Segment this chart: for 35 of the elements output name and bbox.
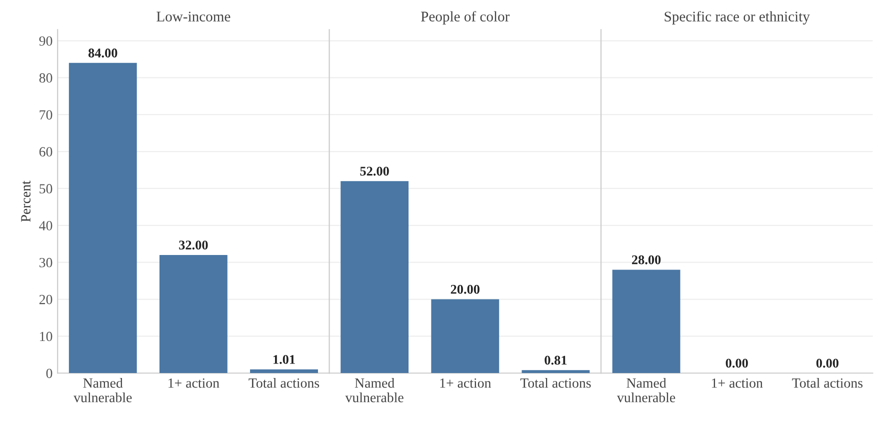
x-tick-label: Total actions bbox=[248, 378, 320, 388]
data-label: 0.00 bbox=[726, 358, 748, 368]
y-tick-label: 50 bbox=[40, 184, 52, 194]
y-axis-title: Percent bbox=[21, 180, 30, 222]
bar bbox=[68, 62, 137, 374]
y-tick-label: 60 bbox=[39, 147, 52, 156]
data-label: 0.00 bbox=[816, 358, 838, 368]
bar bbox=[159, 254, 228, 374]
data-label: 28.00 bbox=[632, 255, 661, 264]
x-tick-label: Named vulnerable bbox=[345, 378, 404, 402]
chart-title: Specific race or ethnicity bbox=[664, 11, 810, 24]
chart-title: People of color bbox=[421, 11, 510, 24]
data-label: 0.81 bbox=[544, 356, 567, 365]
y-tick-label: 70 bbox=[40, 110, 52, 120]
data-label: 1.01 bbox=[274, 355, 295, 364]
x-tick-label: Named vulnerable bbox=[616, 378, 676, 402]
chart-title: Low-income bbox=[156, 12, 230, 22]
y-tick-label: 40 bbox=[39, 220, 52, 230]
y-tick-label: 80 bbox=[39, 73, 52, 83]
x-tick-label: Total actions bbox=[520, 378, 591, 388]
bar bbox=[250, 369, 318, 374]
y-tick-label: 10 bbox=[40, 332, 52, 342]
x-tick-label: 1+ action bbox=[440, 378, 492, 388]
y-tick-label: 90 bbox=[39, 36, 52, 46]
data-label: 32.00 bbox=[179, 240, 208, 250]
x-tick-label: 1+ action bbox=[168, 378, 220, 388]
data-label: 52.00 bbox=[360, 166, 389, 176]
x-tick-label: 1+ action bbox=[712, 378, 763, 388]
y-tick-label: 20 bbox=[39, 294, 52, 304]
data-label: 20.00 bbox=[450, 284, 480, 294]
data-label: 84.00 bbox=[88, 48, 118, 58]
y-tick-label: 30 bbox=[40, 258, 52, 268]
x-tick-label: Total actions bbox=[792, 378, 862, 388]
x-tick-label: Named vulnerable bbox=[74, 378, 132, 402]
y-tick-label: 0 bbox=[46, 368, 52, 378]
